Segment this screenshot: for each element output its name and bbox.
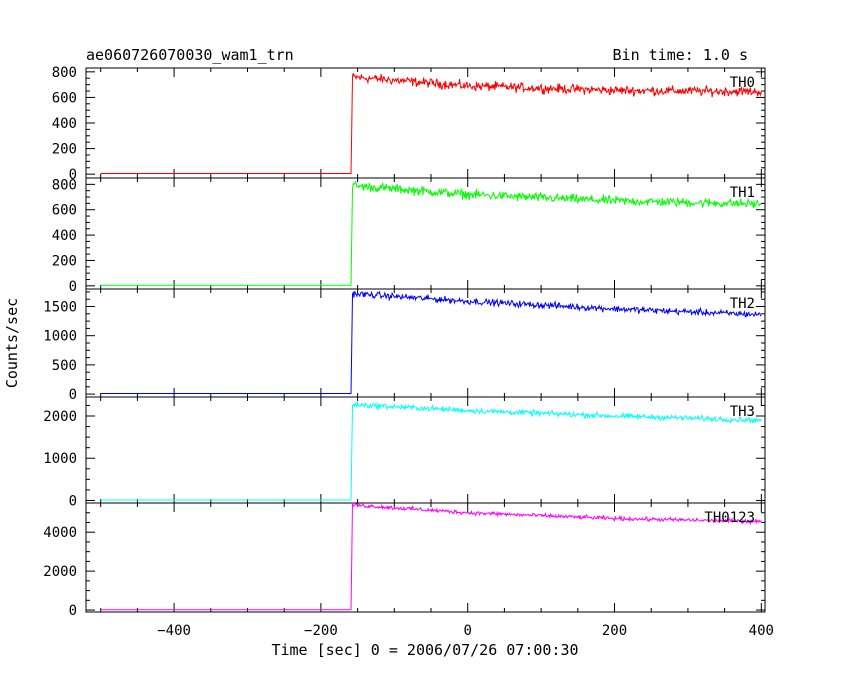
panel-frame-th0123 [85, 502, 766, 613]
chart-title: ae060726070030_wam1_trn [86, 46, 294, 64]
x-tick-label: −400 [157, 623, 191, 639]
y-tick-label: 0 [69, 167, 77, 183]
x-tick-label: 200 [602, 623, 627, 639]
panel-frame-th3 [85, 396, 766, 504]
y-tick-label: 500 [52, 358, 77, 374]
y-tick-label: 1000 [43, 451, 77, 467]
series-line-th1 [100, 180, 762, 286]
y-tick-label: 200 [52, 142, 77, 158]
panels: 0 200 400 600 800 TH0 0 200 400 600 800 TH1 0 500 1000… [43, 65, 774, 639]
y-axis-label: Counts/sec [3, 298, 21, 388]
bin-time-label: Bin time: 1.0 s [613, 46, 748, 64]
panel-frame-th2 [85, 288, 766, 398]
y-tick-label: 1500 [43, 300, 77, 316]
y-tick-label: 2000 [43, 564, 77, 580]
panel-label-th2: TH2 [730, 296, 755, 312]
y-tick-label: 600 [52, 90, 77, 106]
x-tick-label: −200 [304, 623, 338, 639]
y-tick-label: 600 [52, 203, 77, 219]
y-tick-label: 0 [69, 493, 77, 509]
y-tick-label: 0 [69, 279, 77, 295]
panel-frame-th1 [85, 177, 766, 290]
y-tick-label: 400 [52, 228, 77, 244]
y-tick-label: 400 [52, 116, 77, 132]
y-tick-label: 800 [52, 65, 77, 81]
series-line-th0123 [100, 502, 762, 611]
series-line-th0 [100, 72, 762, 174]
panel-label-th0123: TH0123 [704, 510, 755, 526]
y-tick-label: 1000 [43, 329, 77, 345]
x-tick-label: 0 [463, 623, 471, 639]
y-tick-label: 2000 [43, 409, 77, 425]
y-tick-label: 4000 [43, 525, 77, 541]
y-tick-label: 0 [69, 387, 77, 403]
y-tick-label: 200 [52, 253, 77, 269]
x-tick-label: 400 [749, 623, 774, 639]
panel-label-th0: TH0 [730, 75, 755, 91]
series-line-th3 [100, 401, 762, 501]
y-tick-label: 0 [69, 603, 77, 619]
series-line-th2 [100, 290, 762, 394]
x-axis-label: Time [sec] 0 = 2006/07/26 07:00:30 [271, 641, 578, 659]
panel-label-th1: TH1 [730, 185, 755, 201]
y-tick-label: 800 [52, 177, 77, 193]
panel-frame-th0 [85, 67, 766, 179]
panel-label-th3: TH3 [730, 404, 755, 420]
